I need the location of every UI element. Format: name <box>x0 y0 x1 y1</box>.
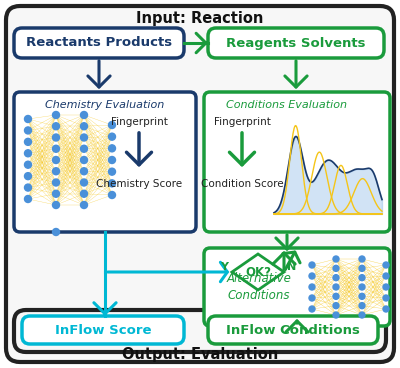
Text: Chemistry Score: Chemistry Score <box>96 179 182 189</box>
Circle shape <box>24 161 32 168</box>
FancyBboxPatch shape <box>208 28 384 58</box>
Circle shape <box>80 179 88 186</box>
Text: Input: Reaction: Input: Reaction <box>136 11 264 25</box>
Circle shape <box>80 123 88 130</box>
Circle shape <box>24 138 32 145</box>
Text: Condition Score: Condition Score <box>201 179 283 189</box>
Circle shape <box>359 265 365 271</box>
Circle shape <box>309 295 315 301</box>
Circle shape <box>80 145 88 152</box>
FancyBboxPatch shape <box>204 248 390 326</box>
Circle shape <box>24 116 32 123</box>
Circle shape <box>80 156 88 163</box>
Circle shape <box>52 156 60 163</box>
Circle shape <box>309 273 315 279</box>
FancyBboxPatch shape <box>14 92 196 232</box>
Circle shape <box>108 133 116 140</box>
Circle shape <box>333 312 339 318</box>
Text: InFlow Score: InFlow Score <box>55 323 151 336</box>
Circle shape <box>359 256 365 262</box>
Circle shape <box>383 295 389 301</box>
Circle shape <box>24 150 32 157</box>
Circle shape <box>52 168 60 175</box>
Circle shape <box>80 112 88 118</box>
Text: InFlow Conditions: InFlow Conditions <box>226 323 360 336</box>
Circle shape <box>108 168 116 175</box>
FancyBboxPatch shape <box>204 92 390 232</box>
Circle shape <box>80 134 88 141</box>
FancyBboxPatch shape <box>208 316 378 344</box>
Circle shape <box>359 302 365 309</box>
Circle shape <box>108 121 116 128</box>
Circle shape <box>52 179 60 186</box>
Text: OK?: OK? <box>245 265 271 279</box>
Polygon shape <box>232 254 284 290</box>
Circle shape <box>333 275 339 281</box>
Text: Reactants Products: Reactants Products <box>26 36 172 50</box>
Circle shape <box>52 123 60 130</box>
Circle shape <box>52 202 60 209</box>
Circle shape <box>359 293 365 299</box>
Circle shape <box>309 284 315 290</box>
Circle shape <box>80 202 88 209</box>
FancyBboxPatch shape <box>6 6 394 362</box>
Circle shape <box>80 168 88 175</box>
Circle shape <box>52 229 60 236</box>
Circle shape <box>333 265 339 271</box>
Circle shape <box>333 293 339 299</box>
Circle shape <box>309 306 315 312</box>
Circle shape <box>333 256 339 262</box>
FancyBboxPatch shape <box>14 310 386 352</box>
Text: Fingerprint: Fingerprint <box>110 117 168 127</box>
Circle shape <box>359 284 365 290</box>
Circle shape <box>24 195 32 202</box>
Circle shape <box>383 273 389 279</box>
Circle shape <box>309 262 315 268</box>
Text: Conditions Evaluation: Conditions Evaluation <box>226 100 348 110</box>
Circle shape <box>333 302 339 309</box>
Circle shape <box>24 184 32 191</box>
Text: N: N <box>287 262 297 272</box>
Circle shape <box>24 127 32 134</box>
Text: Chemistry Evaluation: Chemistry Evaluation <box>45 100 165 110</box>
Circle shape <box>359 312 365 318</box>
FancyBboxPatch shape <box>14 28 184 58</box>
Circle shape <box>108 180 116 187</box>
Circle shape <box>24 173 32 180</box>
FancyBboxPatch shape <box>22 316 184 344</box>
Circle shape <box>52 145 60 152</box>
Circle shape <box>80 190 88 197</box>
Circle shape <box>108 191 116 198</box>
Text: Y: Y <box>220 262 228 272</box>
Circle shape <box>52 190 60 197</box>
Circle shape <box>108 156 116 163</box>
Text: Output: Evaluation: Output: Evaluation <box>122 347 278 361</box>
Circle shape <box>383 306 389 312</box>
Circle shape <box>383 262 389 268</box>
Circle shape <box>383 284 389 290</box>
Circle shape <box>333 284 339 290</box>
Text: Fingerprint: Fingerprint <box>214 117 270 127</box>
Circle shape <box>52 134 60 141</box>
Circle shape <box>108 145 116 152</box>
Circle shape <box>359 275 365 281</box>
Text: Reagents Solvents: Reagents Solvents <box>226 36 366 50</box>
Circle shape <box>52 112 60 118</box>
Text: Alternative
Conditions: Alternative Conditions <box>226 272 292 302</box>
